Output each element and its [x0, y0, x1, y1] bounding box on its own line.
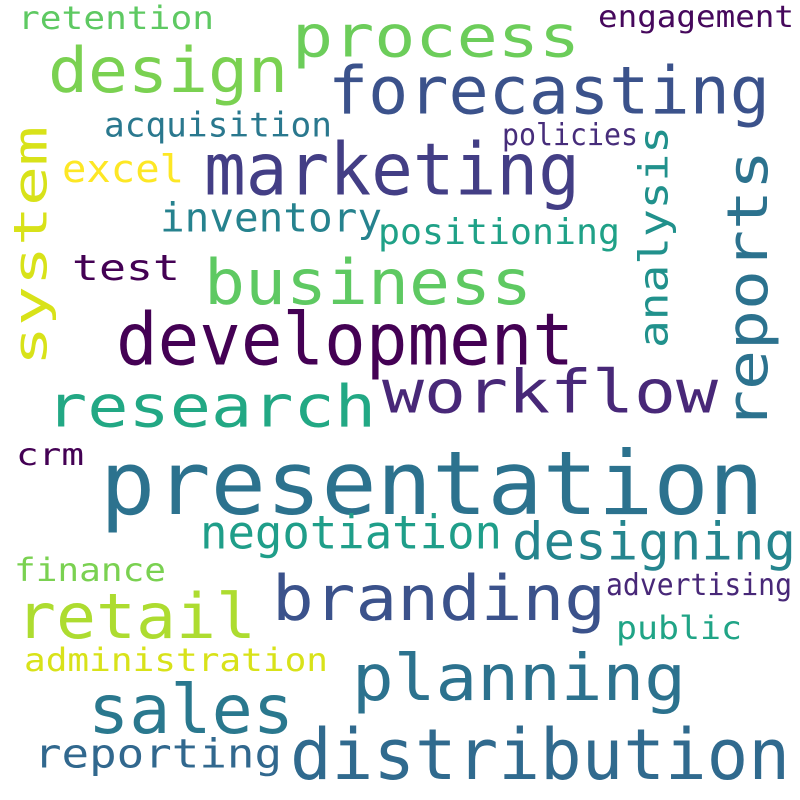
word-workflow: workflow [382, 356, 718, 427]
word-excel: excel [62, 146, 184, 192]
word-test: test [72, 246, 180, 289]
word-retail: retail [16, 580, 256, 653]
word-public: public [616, 609, 742, 647]
word-policies: policies [502, 117, 638, 153]
word-system: system [3, 126, 58, 366]
word-presentation: presentation [100, 432, 764, 536]
word-advertising: advertising [606, 567, 792, 603]
word-development: development [116, 297, 574, 382]
word-positioning: positioning [378, 210, 620, 253]
word-crm: crm [16, 437, 84, 473]
word-retention: retention [18, 0, 214, 37]
word-designing: designing [512, 511, 796, 573]
word-reports: reports [714, 150, 781, 430]
word-marketing: marketing [204, 127, 580, 212]
word-process: process [292, 2, 580, 71]
word-acquisition: acquisition [104, 104, 332, 145]
word-analysis: analysis [630, 126, 678, 349]
word-forecasting: forecasting [328, 52, 770, 130]
word-research: research [46, 372, 376, 441]
word-branding: branding [272, 562, 606, 635]
word-business: business [204, 246, 532, 319]
word-sales: sales [88, 669, 294, 750]
word-inventory: inventory [160, 194, 382, 242]
word-reporting: reporting [34, 730, 282, 778]
word-engagement: engagement [598, 0, 794, 35]
word-administration: administration [24, 641, 328, 679]
word-distribution: distribution [290, 713, 790, 796]
word-design: design [48, 34, 288, 107]
word-negotiation: negotiation [200, 505, 502, 560]
word-finance: finance [14, 551, 166, 589]
word-planning: planning [352, 640, 686, 716]
